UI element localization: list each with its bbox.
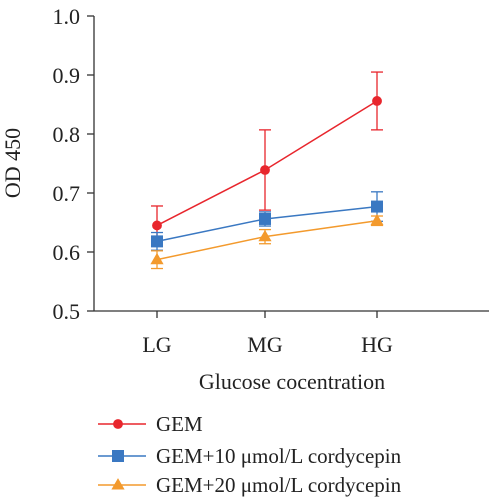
legend-label: GEM+20 μmol/L cordycepin: [156, 473, 402, 497]
series-1: [151, 71, 383, 246]
y-tick-label: 0.5: [53, 299, 81, 324]
chart-axes: [87, 15, 489, 318]
data-point: [152, 220, 162, 231]
legend: GEM GEM+10 μmol/L cordycepin GEM+20 μmol/L…: [98, 412, 402, 497]
x-tick-label: LG: [142, 332, 171, 357]
legend-item: GEM+20 μmol/L cordycepin: [98, 473, 402, 497]
data-point: [258, 229, 272, 242]
legend-item: GEM+10 μmol/L cordycepin: [98, 444, 402, 468]
series-group: [150, 71, 384, 270]
y-tick-label: 0.9: [53, 63, 81, 88]
series-2: [151, 191, 383, 251]
y-axis-title: OD 450: [0, 128, 25, 198]
data-point: [259, 212, 271, 225]
data-point: [260, 165, 270, 175]
x-tick-label: MG: [247, 332, 283, 357]
x-axis-title: Glucose cocentration: [199, 369, 385, 394]
y-tick-label: 0.8: [53, 122, 81, 147]
data-point: [150, 252, 164, 265]
legend-marker: [111, 478, 125, 490]
data-point: [151, 235, 163, 248]
y-tick-label: 0.6: [53, 240, 81, 265]
legend-marker: [113, 419, 123, 429]
data-point: [370, 213, 384, 226]
series-3: [150, 213, 384, 270]
series-line: [156, 100, 378, 227]
y-tick-label: 0.7: [53, 181, 81, 206]
y-tick-labels: 0.5 0.6 0.7 0.8 0.9 1.0: [53, 4, 81, 324]
y-tick-label: 1.0: [53, 4, 81, 29]
legend-item: GEM: [98, 412, 203, 436]
x-tick-label: HG: [361, 332, 393, 357]
x-tick-labels: LG MG HG: [142, 332, 393, 357]
data-point: [372, 96, 382, 106]
data-point: [371, 200, 383, 213]
legend-label: GEM+10 μmol/L cordycepin: [156, 444, 402, 468]
legend-marker: [112, 450, 124, 462]
legend-label: GEM: [156, 412, 203, 436]
